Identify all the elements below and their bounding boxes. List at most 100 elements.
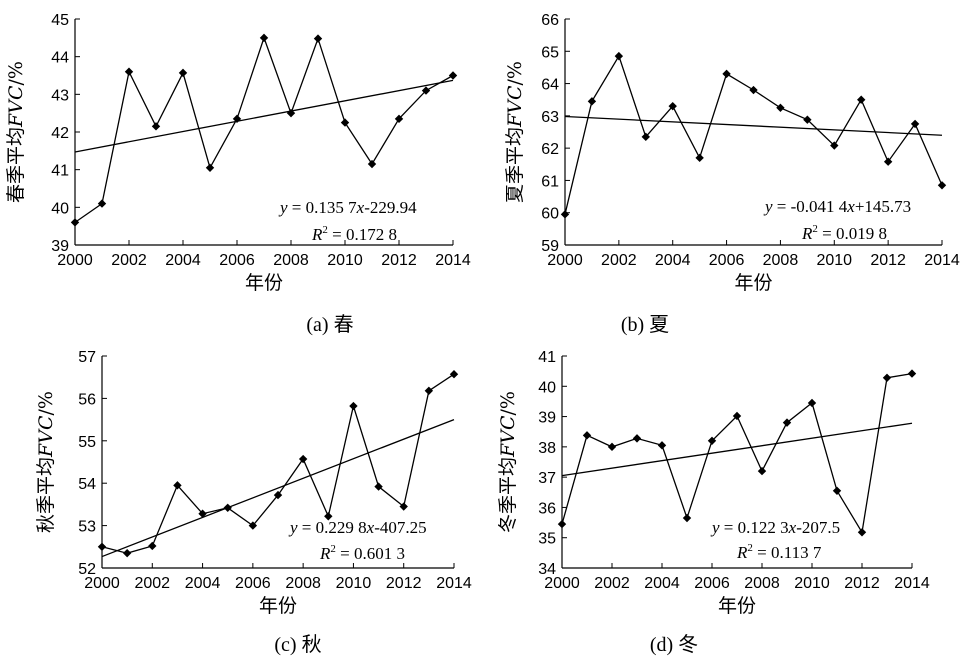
y-axis-title-main: 冬季平均 — [497, 457, 519, 533]
eq-intercept: -207.5 — [796, 518, 840, 537]
data-point-2012 — [857, 528, 867, 537]
data-point-2014 — [937, 181, 947, 190]
data-point-2001 — [587, 97, 597, 106]
trend-line — [561, 422, 913, 477]
data-point-2009 — [324, 512, 333, 521]
data-point-2006 — [232, 114, 242, 124]
data-point-2008 — [286, 108, 296, 118]
panel-caption: (a) 春 — [306, 313, 353, 336]
data-point-2009 — [803, 115, 812, 124]
x-tick-label: 2008 — [744, 575, 780, 592]
y-tick-label: 38 — [538, 440, 556, 457]
x-tick-label: 2014 — [894, 575, 930, 592]
trend-line — [564, 115, 943, 136]
y-axis-title-fvc: FVC — [35, 415, 57, 458]
data-point-2006 — [707, 436, 717, 445]
r2-value: = 0.019 8 — [818, 224, 887, 243]
data-point-2008 — [298, 454, 308, 464]
r2-sup: 2 — [812, 223, 818, 235]
data-point-2014 — [449, 370, 459, 379]
y-tick-label: 40 — [51, 200, 69, 217]
data-point-2009 — [782, 418, 792, 427]
y-axis-title-unit: /% — [5, 61, 27, 85]
data-point-2002 — [614, 51, 624, 61]
eq-slope: = 0.229 8 — [298, 518, 367, 537]
data-point-2003 — [151, 122, 161, 131]
y-tick-label: 39 — [51, 238, 69, 255]
y-axis-title-unit: /% — [497, 391, 519, 415]
y-axis-title: 春季平均FVC/% — [5, 61, 27, 203]
data-point-2001 — [582, 431, 592, 440]
data-point-2012 — [399, 502, 408, 511]
x-tick-label: 2014 — [435, 252, 471, 269]
x-tick-label: 2008 — [763, 252, 799, 269]
y-axis-title-fvc: FVC — [5, 85, 27, 128]
y-tick-label: 60 — [541, 206, 559, 223]
y-axis-title-main: 秋季平均 — [35, 457, 57, 533]
y-tick-label: 42 — [51, 125, 69, 142]
y-tick-label: 62 — [541, 141, 559, 158]
data-point-2014 — [907, 369, 917, 378]
data-point-2000 — [557, 519, 567, 529]
y-tick-label: 57 — [78, 349, 96, 366]
y-tick-label: 61 — [541, 173, 559, 190]
data-point-2010 — [807, 398, 817, 408]
r2-sup: 2 — [747, 542, 753, 554]
eq-intercept: +145.73 — [855, 197, 911, 216]
x-tick-label: 2010 — [816, 252, 852, 269]
r-squared: R2 = 0.113 7 — [736, 542, 822, 562]
x-tick-label: 2004 — [655, 252, 691, 269]
y-axis-title-fvc: FVC — [497, 415, 519, 458]
y-axis-title-main: 夏季平均 — [504, 127, 526, 203]
chart-panel-2: 59 60 61 62 63 64 65 66 2000 2002 2004 2006 2008 2010… — [504, 12, 960, 336]
trend-line — [101, 418, 455, 558]
data-point-2010 — [340, 118, 350, 127]
data-point-2005 — [695, 153, 704, 163]
r2-sup: 2 — [330, 543, 336, 555]
data-point-2004 — [178, 68, 188, 78]
data-point-2013 — [910, 119, 920, 129]
data-point-2014 — [448, 71, 458, 80]
y-axis-title-main: 春季平均 — [5, 127, 27, 203]
y-tick-label: 59 — [541, 238, 559, 255]
eq-x: x — [366, 518, 375, 537]
series-line — [561, 372, 913, 535]
y-tick-label: 65 — [541, 44, 559, 61]
x-axis-title: 年份 — [245, 272, 283, 294]
data-point-2013 — [424, 386, 434, 395]
x-tick-label: 2004 — [165, 252, 201, 269]
y-tick-label: 37 — [538, 470, 556, 487]
data-point-2008 — [776, 103, 785, 112]
x-tick-label: 2010 — [336, 575, 372, 592]
r-squared: R2 = 0.019 8 — [801, 223, 887, 243]
x-tick-label: 2006 — [219, 252, 255, 269]
data-point-2003 — [173, 481, 182, 490]
y-axis-title: 秋季平均FVC/% — [35, 391, 57, 533]
data-point-2006 — [248, 521, 258, 530]
x-tick-label: 2004 — [185, 575, 221, 592]
r2-sup: 2 — [322, 224, 328, 236]
eq-slope: = 0.122 3 — [720, 518, 789, 537]
x-tick-label: 2014 — [436, 575, 472, 592]
series-line — [74, 35, 454, 223]
y-tick-label: 44 — [51, 50, 69, 67]
data-point-2007 — [259, 33, 269, 43]
chart-panel-1: 39 40 41 42 43 44 45 2000 2002 2004 2006 2008 2010 20… — [5, 12, 471, 336]
x-tick-label: 2002 — [134, 575, 170, 592]
data-point-2005 — [682, 513, 692, 523]
x-axis-title: 年份 — [718, 595, 756, 617]
eq-x: x — [846, 197, 855, 216]
y-tick-label: 40 — [538, 379, 556, 396]
data-point-2005 — [205, 163, 215, 172]
chart-panel-4: 34 35 36 37 38 39 40 41 2000 2002 2004 2006 2008 2010… — [497, 349, 930, 656]
y-axis-title-fvc: FVC — [504, 85, 526, 128]
eq-y: y — [710, 518, 720, 537]
x-tick-label: 2002 — [111, 252, 147, 269]
data-point-2005 — [223, 503, 232, 512]
data-point-2000 — [560, 210, 570, 219]
data-point-2001 — [97, 199, 107, 208]
y-tick-label: 43 — [51, 87, 69, 104]
panel-caption: (d) 冬 — [650, 633, 698, 656]
regression-equation: y = 0.122 3x-207.5 — [710, 518, 840, 537]
